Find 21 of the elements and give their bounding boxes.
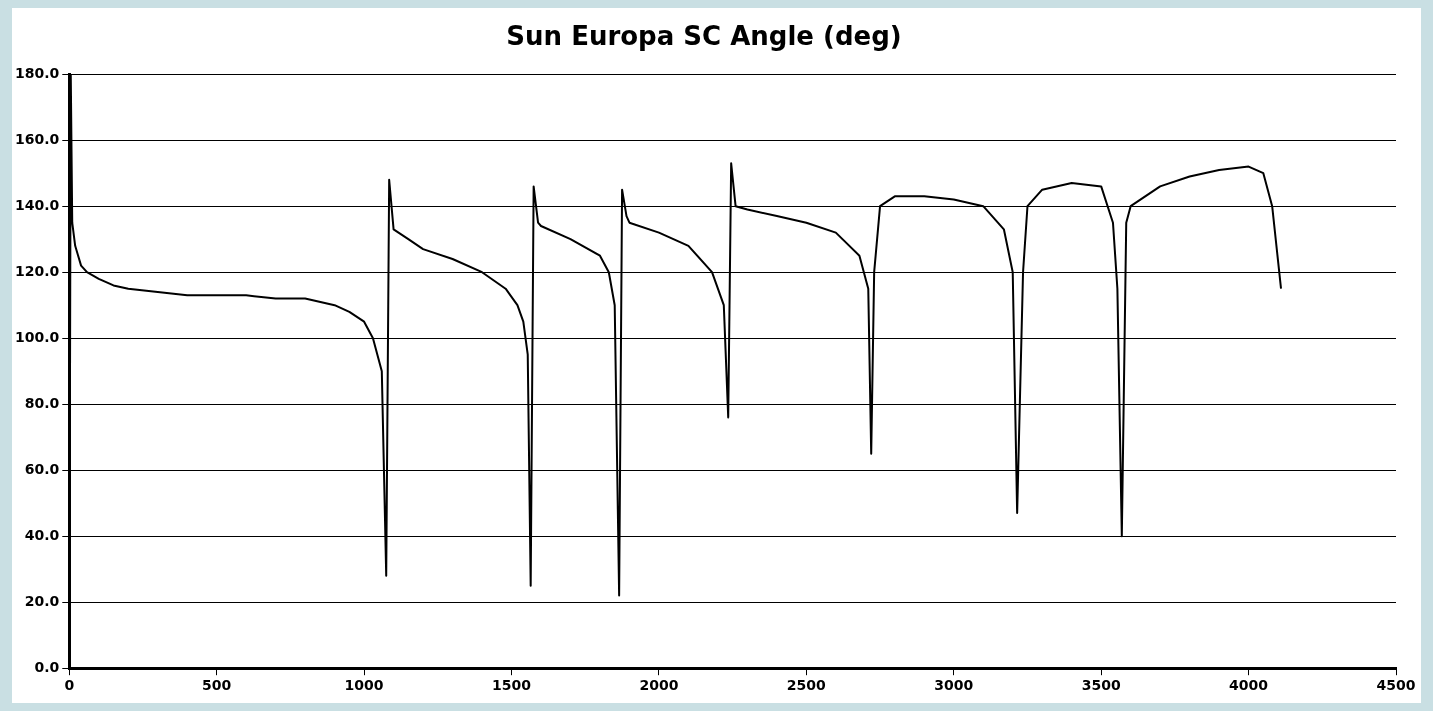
y-tick-label: 40.0: [24, 526, 60, 543]
x-tick-label: 4000: [1229, 677, 1269, 694]
y-tick-label: 100.0: [14, 328, 60, 345]
x-tick-label: 500: [202, 677, 232, 694]
y-tick-label: 120.0: [14, 262, 60, 279]
y-tick-label: 20.0: [24, 592, 60, 609]
y-tick-label: 180.0: [14, 64, 60, 81]
x-tick-label: 4500: [1376, 677, 1416, 694]
x-tick-label: 3000: [934, 677, 974, 694]
x-tick-label: 1000: [344, 677, 384, 694]
x-tick-label: 1500: [492, 677, 532, 694]
y-tick-label: 0.0: [34, 658, 60, 675]
x-tick-label: 2500: [786, 677, 827, 694]
x-tick-label: 3500: [1081, 677, 1121, 694]
y-tick-label: 140.0: [14, 196, 60, 213]
x-tick-label: 2000: [639, 677, 679, 694]
y-tick-label: 60.0: [24, 460, 60, 477]
x-tick-label: 0: [64, 677, 75, 694]
chart-title: Sun Europa SC Angle (deg): [506, 21, 902, 52]
y-tick-label: 160.0: [14, 130, 60, 147]
y-tick-label: 80.0: [24, 394, 60, 411]
